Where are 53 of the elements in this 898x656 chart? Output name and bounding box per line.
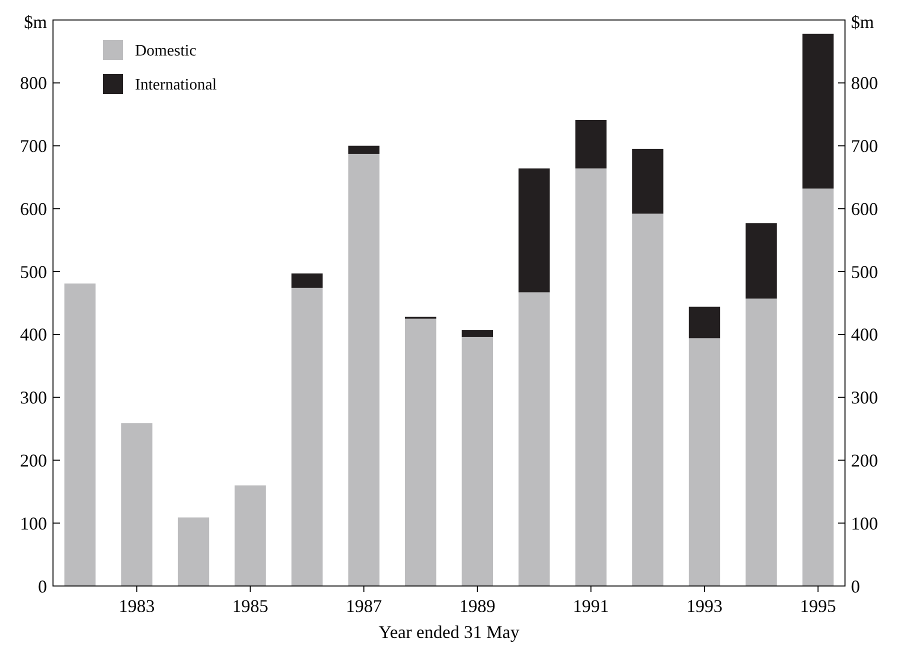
- x-tick-label: 1989: [459, 596, 496, 616]
- y2-tick-label: 700: [851, 136, 878, 156]
- bar: [518, 292, 550, 586]
- bar: [121, 423, 152, 586]
- y2-tick-label: 400: [851, 324, 878, 345]
- bar: [178, 517, 210, 586]
- x-tick-label: 1993: [686, 596, 722, 616]
- y-axis-title: $m: [24, 12, 47, 32]
- x-tick-label: 1995: [800, 596, 836, 616]
- bar: [291, 288, 323, 586]
- bar: [462, 336, 493, 586]
- y2-axis-title: $m: [851, 12, 874, 32]
- x-tick-label: 1985: [232, 596, 268, 616]
- bar: [688, 306, 720, 338]
- bar: [746, 223, 777, 299]
- bar: [575, 120, 607, 168]
- y-tick-label: 0: [38, 576, 47, 596]
- y-tick-label: 400: [20, 324, 47, 345]
- y2-tick-label: 100: [851, 513, 878, 534]
- x-tick-label: 1987: [346, 596, 382, 616]
- bar: [632, 214, 664, 586]
- y-tick-label: 100: [20, 513, 47, 534]
- y2-tick-label: 0: [851, 576, 860, 596]
- x-tick-label: 1991: [572, 596, 609, 616]
- bar: [462, 330, 493, 337]
- y-tick-label: 800: [20, 73, 47, 94]
- y2-tick-label: 300: [851, 388, 878, 408]
- y2-tick-label: 800: [851, 73, 878, 94]
- bar: [64, 284, 96, 586]
- bar: [575, 168, 607, 586]
- y2-tick-label: 600: [851, 198, 878, 219]
- bar: [518, 168, 550, 292]
- x-axis-title: Year ended 31 May: [378, 622, 520, 642]
- bar: [348, 154, 380, 586]
- bar: [688, 338, 720, 586]
- y2-tick-label: 500: [851, 262, 878, 282]
- bar: [405, 318, 436, 586]
- y-tick-label: 200: [20, 450, 47, 471]
- y-tick-label: 700: [20, 136, 47, 156]
- y-tick-label: 500: [20, 262, 47, 282]
- y2-tick-label: 200: [851, 450, 878, 471]
- bar: [234, 485, 266, 586]
- legend-label: International: [135, 76, 218, 94]
- y-tick-label: 300: [20, 388, 47, 408]
- bar: [802, 34, 834, 189]
- bar: [348, 146, 380, 154]
- bar: [632, 148, 664, 214]
- x-tick-label: 1983: [118, 596, 155, 616]
- bar: [291, 273, 323, 288]
- bar: [802, 188, 834, 586]
- legend-label: Domestic: [135, 42, 196, 60]
- y-tick-label: 600: [20, 198, 47, 219]
- bar: [746, 298, 777, 586]
